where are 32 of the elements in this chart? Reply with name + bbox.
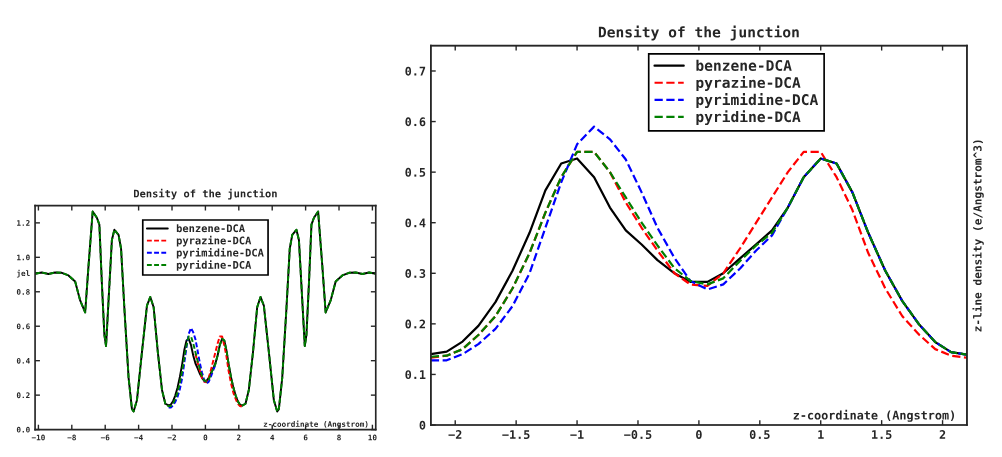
y-tick-label: 0.2	[405, 319, 426, 329]
x-tick-label: −1	[570, 430, 584, 439]
y-tick-label: 0.7	[405, 66, 426, 76]
legend-label: pyridine-DCA	[176, 260, 252, 271]
chart-title: Density of the junction	[133, 188, 277, 200]
legend-label: pyrimidine-DCA	[176, 247, 264, 259]
y-tick-label: 0.1	[405, 370, 426, 380]
legend-label: benzene-DCA	[176, 224, 245, 233]
legend-label: benzene-DCA	[696, 59, 792, 71]
y2-axis-title: z-line density (e/Angstrom^3)	[972, 140, 984, 332]
x-tick-label: −1.5	[502, 430, 530, 440]
y-tick-label: 0	[419, 420, 426, 430]
x-tick-label: 0	[696, 430, 702, 440]
chart-title: Density of the junction	[598, 25, 799, 41]
x-tick-label: 1.5	[872, 430, 892, 440]
x-tick-label: −2	[448, 430, 462, 439]
x-tick-label: 2	[939, 430, 946, 439]
legend-label: pyrazine-DCA	[176, 235, 252, 247]
y-tick-label: 0.6	[405, 117, 426, 127]
y-tick-label: 0.5	[405, 167, 426, 177]
x-tick-label: 0.5	[749, 430, 770, 440]
legend-label: pyridine-DCA	[696, 110, 801, 126]
legend-label: pyrazine-DCA	[696, 76, 801, 91]
x-tick-label: 1	[818, 430, 824, 439]
line-series	[194, 335, 244, 408]
line-series	[35, 210, 376, 413]
line-series	[167, 326, 217, 409]
y-tick-label: 0.4	[405, 218, 426, 228]
x-axis-title: z-coordinate (Angstrom)	[793, 409, 955, 422]
legend-label: pyrimidine-DCA	[696, 93, 819, 108]
y-tick-label: 0.3	[405, 269, 426, 278]
x-tick-label: −0.5	[624, 430, 652, 440]
